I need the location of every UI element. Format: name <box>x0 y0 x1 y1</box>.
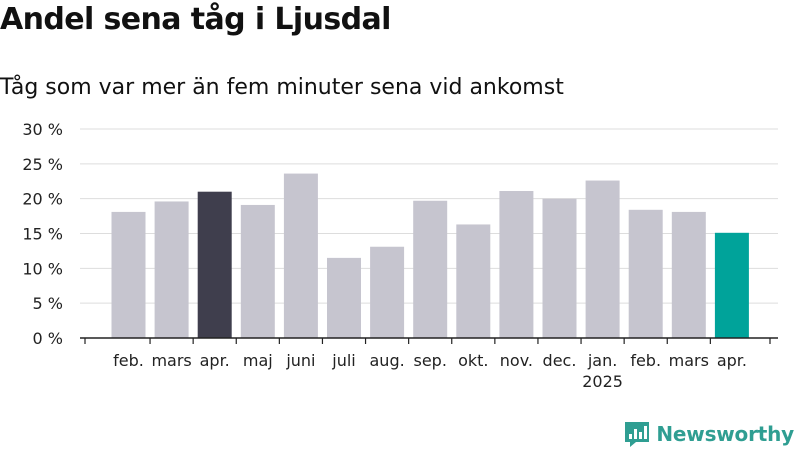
bar <box>370 246 405 338</box>
x-tick-label: feb. <box>113 351 144 370</box>
bar <box>585 180 620 338</box>
bar <box>714 232 749 338</box>
x-tick-label: okt. <box>458 351 488 370</box>
y-tick-label: 15 % <box>22 225 63 244</box>
x-tick-label: mars <box>151 351 191 370</box>
bar <box>628 209 663 338</box>
chart-subtitle: Tåg som var mer än fem minuter sena vid … <box>0 75 564 100</box>
bar <box>111 211 146 338</box>
x-tick-label: juli <box>331 351 355 370</box>
bar <box>327 257 361 338</box>
bar <box>240 204 275 338</box>
brand-name: Newsworthy <box>656 422 794 446</box>
x-tick-label: aug. <box>370 351 405 370</box>
bar <box>499 191 534 338</box>
x-tick-label: apr. <box>717 351 747 370</box>
x-tick-label: mars <box>669 351 709 370</box>
bar <box>283 173 318 338</box>
y-tick-label: 30 % <box>22 120 63 139</box>
x-tick-label: apr. <box>200 351 230 370</box>
x-tick-label: maj <box>243 351 273 370</box>
y-tick-label: 10 % <box>22 259 63 278</box>
x-tick-label: jan. <box>587 351 617 370</box>
page-title: Andel sena tåg i Ljusdal <box>0 2 391 37</box>
x-tick-label: dec. <box>543 351 577 370</box>
x-tick-label: sep. <box>413 351 446 370</box>
bar <box>197 191 232 338</box>
y-tick-label: 20 % <box>22 190 63 209</box>
x-tick-label: juni <box>285 351 315 370</box>
bar <box>542 198 577 338</box>
y-tick-label: 0 % <box>33 329 63 348</box>
x-tick-label: feb. <box>630 351 661 370</box>
newsworthy-logo-icon <box>625 422 650 447</box>
y-tick-label: 25 % <box>22 155 63 174</box>
y-tick-label: 5 % <box>33 294 63 313</box>
x-year-label: 2025 <box>582 372 623 391</box>
x-tick-label: nov. <box>500 351 533 370</box>
bar <box>154 201 189 338</box>
bar <box>413 200 448 338</box>
bar <box>456 224 491 338</box>
bar <box>671 211 706 338</box>
brand: Newsworthy <box>624 420 794 448</box>
